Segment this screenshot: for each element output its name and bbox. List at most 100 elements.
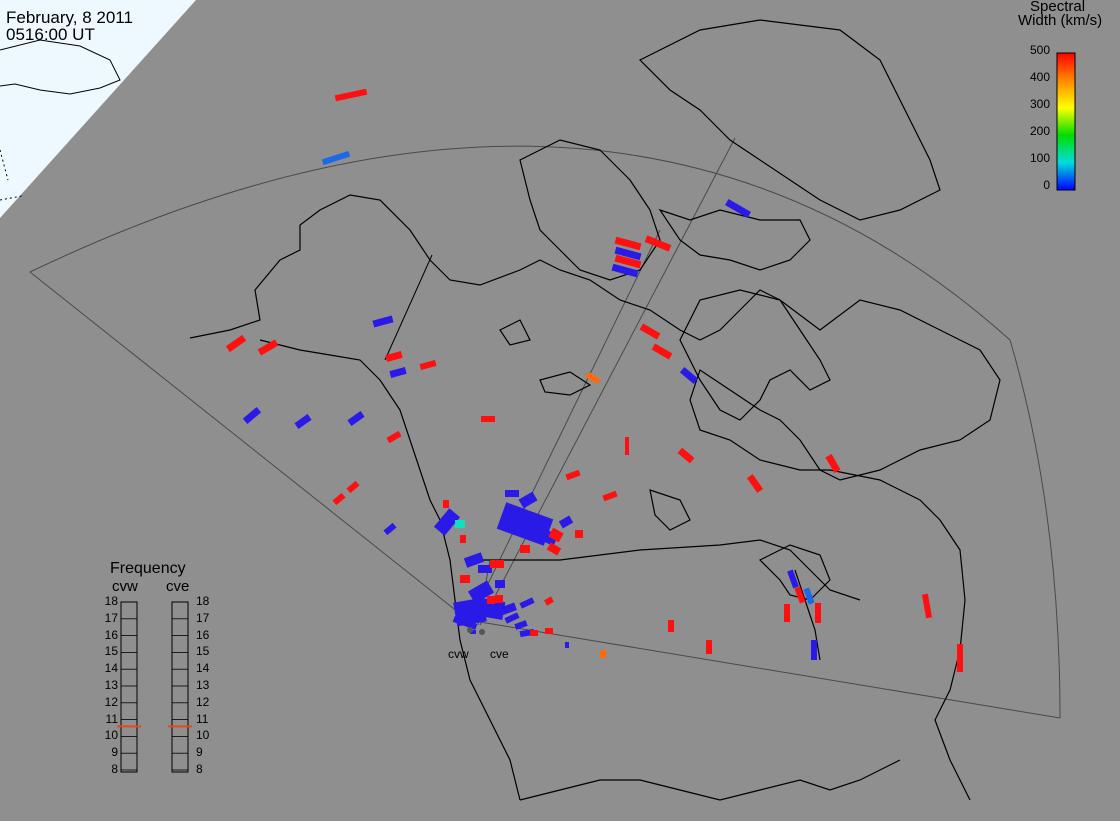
time-label: 0516:00 UT — [6, 25, 95, 44]
radar-echo — [548, 527, 564, 543]
radar-echo — [585, 371, 601, 385]
radar-echo — [825, 453, 841, 474]
date-label: February, 8 2011 — [6, 8, 133, 27]
frequency-tick-left: 17 — [104, 610, 118, 625]
radar-echo — [787, 569, 799, 589]
radar-echo — [443, 500, 449, 508]
radar-echo — [386, 430, 402, 444]
colorbar-title-line1: Spectral — [1030, 0, 1086, 15]
coastlines — [189, 19, 1001, 801]
radar-echo — [433, 508, 461, 536]
frequency-head-cve: cve — [166, 578, 190, 595]
frequency-tick-left: 10 — [104, 728, 118, 743]
radar-echo — [625, 437, 629, 455]
daylight-region — [0, 0, 196, 218]
radar-echo — [611, 263, 639, 278]
radar-echo — [505, 490, 519, 497]
colorbar-tick-300: 300 — [1029, 97, 1050, 111]
colorbar-tick-200: 200 — [1029, 124, 1050, 138]
frequency-tick-right: 15 — [196, 644, 210, 659]
radar-echo — [794, 586, 806, 604]
radar-echo — [242, 407, 262, 424]
boundaries — [384, 254, 433, 361]
radar-echo — [706, 640, 712, 654]
colorbar-tick-400: 400 — [1029, 70, 1050, 84]
radar-echo — [490, 560, 504, 568]
radar-echo — [533, 525, 559, 547]
frequency-tick-right: 16 — [196, 627, 210, 642]
radar-echo — [383, 522, 397, 536]
radar-echo — [504, 612, 520, 624]
radar-echoes — [225, 88, 963, 672]
frequency-tick-left: 8 — [111, 762, 118, 776]
radar-echo — [746, 474, 764, 493]
radar-echo — [481, 416, 495, 422]
radar-echo — [346, 480, 360, 494]
radar-echo — [294, 414, 312, 429]
radar-echo — [558, 515, 574, 529]
radar-echo — [600, 650, 606, 658]
frequency-tick-right: 11 — [196, 711, 209, 726]
radar-echo — [614, 236, 642, 251]
colorbar-scale — [1056, 52, 1076, 191]
radar-echo — [639, 323, 661, 340]
frequency-tick-right: 14 — [196, 661, 210, 676]
radar-echo — [519, 597, 535, 609]
radar-echo — [644, 235, 672, 252]
radar-echo — [478, 565, 492, 573]
radar-echo — [544, 596, 554, 606]
radar-echo — [460, 535, 466, 543]
frequency-tick-left: 12 — [104, 694, 118, 709]
radar-echo — [463, 552, 485, 568]
radar-echo — [811, 640, 817, 660]
radar-echo — [460, 575, 470, 583]
radar-echo — [499, 602, 517, 616]
radar-echo — [575, 530, 583, 538]
radar-echo — [514, 620, 528, 630]
site-marker-cve — [479, 629, 485, 635]
radar-echo — [470, 630, 476, 634]
radar-echo — [419, 360, 437, 370]
radar-echo — [520, 545, 530, 553]
site-label-cve: cve — [490, 647, 509, 661]
radar-echo — [614, 246, 642, 261]
radar-echo — [455, 520, 465, 528]
frequency-tick-left: 13 — [104, 678, 118, 692]
radar-echo — [467, 580, 495, 604]
radar-echo — [679, 367, 699, 384]
radar-echo — [389, 367, 407, 378]
radar-echo — [495, 595, 503, 603]
radar-echo — [495, 580, 505, 588]
radar-echo — [565, 642, 569, 648]
radar-echo — [602, 490, 618, 502]
radar-echo — [921, 593, 933, 619]
frequency-tick-right: 8 — [196, 762, 203, 776]
frequency-tick-right: 18 — [196, 594, 210, 608]
radar-echo — [803, 587, 815, 605]
frequency-tick-right: 17 — [196, 610, 210, 625]
frequency-tick-right: 12 — [196, 694, 210, 709]
site-label-cvw: cvw — [448, 647, 469, 661]
radar-echo — [372, 315, 394, 328]
colorbar-tick-0: 0 — [1043, 178, 1050, 192]
radar-echo — [460, 606, 480, 624]
frequency-head-cvw: cvw — [112, 578, 138, 595]
frequency-tick-left: 11 — [105, 711, 118, 726]
frequency-tick-right: 10 — [196, 728, 210, 743]
frequency-tick-right: 9 — [196, 745, 203, 760]
radar-echo — [545, 628, 553, 634]
radar-echo — [668, 620, 674, 632]
radar-echo — [614, 254, 642, 269]
colorbar-tick-100: 100 — [1029, 151, 1050, 165]
radar-echo — [478, 598, 506, 620]
site-marker-cvw — [467, 627, 473, 633]
frequency-tick-left: 9 — [111, 745, 118, 760]
daylight-coastline — [0, 39, 121, 95]
radar-echo — [957, 644, 963, 672]
radar-echo — [487, 596, 495, 604]
radar-echo — [530, 630, 538, 636]
radar-echo — [651, 343, 673, 360]
frequency-box-cvw — [120, 601, 138, 773]
radar-echo — [332, 492, 346, 506]
